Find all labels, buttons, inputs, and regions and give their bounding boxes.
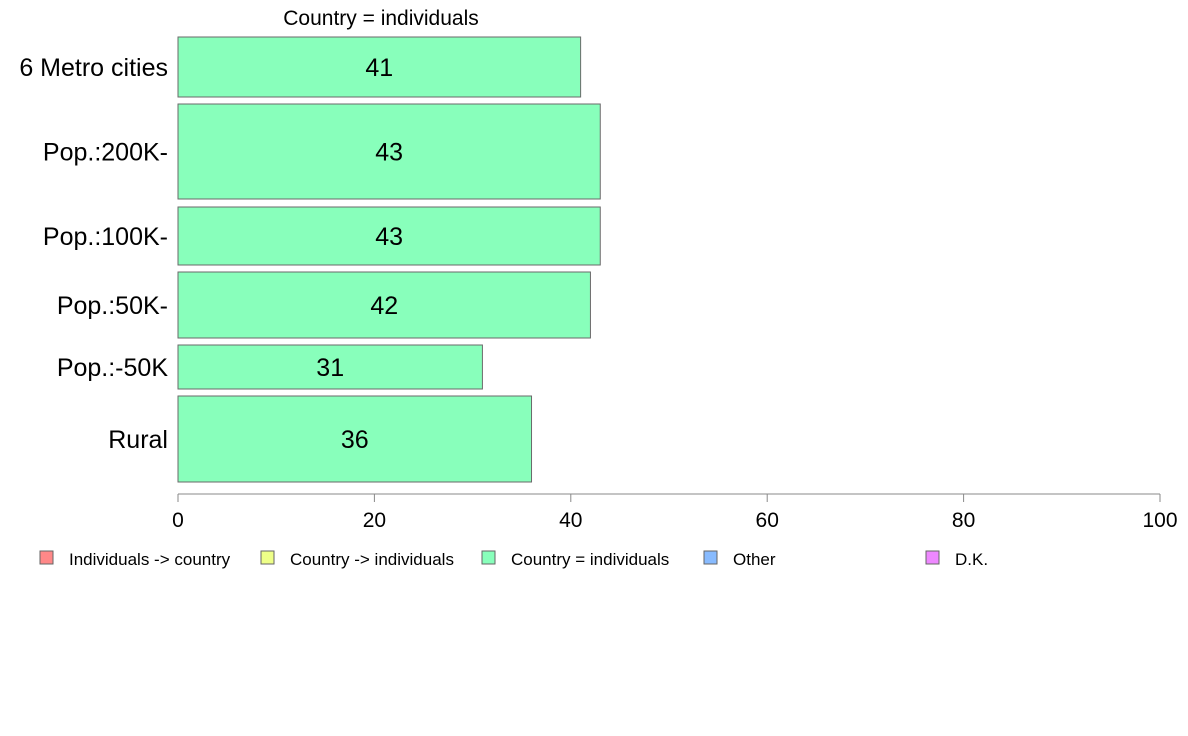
legend-swatch bbox=[260, 550, 275, 565]
bar-value-label: 31 bbox=[316, 354, 344, 382]
category-label: Rural bbox=[108, 426, 168, 454]
x-tick-label: 100 bbox=[1142, 509, 1177, 532]
x-axis: 0 20 40 60 80 100 bbox=[172, 493, 1178, 532]
bar bbox=[177, 395, 533, 483]
bar bbox=[177, 344, 483, 390]
bar-value-label: 41 bbox=[365, 54, 393, 82]
category-label: 6 Metro cities bbox=[19, 54, 168, 82]
legend-label: D.K. bbox=[955, 550, 988, 569]
legend-label: Country = individuals bbox=[511, 550, 669, 569]
bars-group: 41 6 Metro cities 43 Pop.:200K- 43 Pop.:100K-… bbox=[19, 36, 601, 483]
bar bbox=[177, 103, 601, 200]
category-label: Pop.:200K- bbox=[43, 139, 168, 167]
bar bbox=[177, 36, 582, 98]
legend-swatch bbox=[481, 550, 496, 565]
legend: Individuals -> country Country -> individ… bbox=[39, 550, 988, 569]
category-label: Pop.:50K- bbox=[57, 292, 168, 320]
legend-label: Country -> individuals bbox=[290, 550, 454, 569]
legend-swatch bbox=[39, 550, 54, 565]
category-label: Pop.:100K- bbox=[43, 223, 168, 251]
x-tick-label: 40 bbox=[559, 509, 582, 532]
legend-label: Individuals -> country bbox=[69, 550, 231, 569]
bar-value-label: 42 bbox=[370, 292, 398, 320]
bar bbox=[177, 206, 601, 266]
x-tick-label: 20 bbox=[363, 509, 386, 532]
x-tick-label: 80 bbox=[952, 509, 975, 532]
legend-swatch bbox=[925, 550, 940, 565]
x-tick-label: 60 bbox=[756, 509, 779, 532]
chart-title: Country = individuals bbox=[283, 7, 479, 30]
legend-swatch bbox=[703, 550, 718, 565]
category-label: Pop.:-50K bbox=[57, 354, 169, 382]
legend-label: Other bbox=[733, 550, 776, 569]
x-tick-label: 0 bbox=[172, 509, 184, 532]
bar-value-label: 36 bbox=[341, 426, 369, 454]
bar-value-label: 43 bbox=[375, 223, 403, 251]
bar bbox=[177, 271, 591, 339]
bar-value-label: 43 bbox=[375, 139, 403, 167]
